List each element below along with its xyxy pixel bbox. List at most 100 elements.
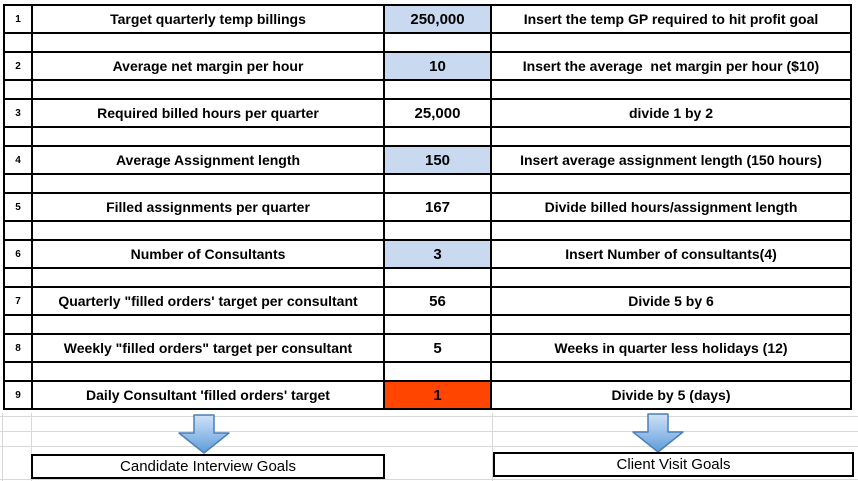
empty-cell[interactable] <box>3 314 33 335</box>
spacer-row <box>3 220 852 241</box>
empty-cell[interactable] <box>383 314 492 335</box>
down-arrow-icon[interactable] <box>632 413 684 453</box>
spacer-row <box>3 173 852 194</box>
value-cell[interactable]: 1 <box>383 380 492 410</box>
empty-cell[interactable] <box>383 220 492 241</box>
table-row: 9 Daily Consultant 'filled orders' targe… <box>3 380 852 410</box>
label-cell[interactable]: Average net margin per hour <box>31 51 385 81</box>
row-number-cell[interactable]: 8 <box>3 333 33 363</box>
table-row: 4 Average Assignment length 150 Insert a… <box>3 145 852 175</box>
value-cell[interactable]: 250,000 <box>383 4 492 34</box>
row-number-cell[interactable]: 9 <box>3 380 33 410</box>
empty-cell[interactable] <box>383 32 492 53</box>
label-cell[interactable]: Required billed hours per quarter <box>31 98 385 128</box>
down-arrow-icon[interactable] <box>178 414 230 454</box>
row-number-cell[interactable]: 3 <box>3 98 33 128</box>
empty-cell[interactable] <box>490 173 852 194</box>
explanation-cell[interactable]: Divide by 5 (days) <box>490 380 852 410</box>
explanation-cell[interactable]: Insert the temp GP required to hit profi… <box>490 4 852 34</box>
empty-cell[interactable] <box>490 267 852 288</box>
empty-cell[interactable] <box>490 220 852 241</box>
empty-cell[interactable] <box>383 79 492 100</box>
value-cell[interactable]: 150 <box>383 145 492 175</box>
candidate-interview-goals-box[interactable]: Candidate Interview Goals <box>31 454 385 479</box>
empty-cell[interactable] <box>490 79 852 100</box>
goal-box-label: Client Visit Goals <box>616 456 731 473</box>
value-cell[interactable]: 3 <box>383 239 492 269</box>
spacer-row <box>3 314 852 335</box>
empty-cell[interactable] <box>3 79 33 100</box>
empty-cell[interactable] <box>383 267 492 288</box>
table-row: 6 Number of Consultants 3 Insert Number … <box>3 239 852 269</box>
table-row: 7 Quarterly "filled orders' target per c… <box>3 286 852 316</box>
empty-cell[interactable] <box>3 361 33 382</box>
empty-cell[interactable] <box>31 361 385 382</box>
empty-cell[interactable] <box>31 267 385 288</box>
table-row: 3 Required billed hours per quarter 25,0… <box>3 98 852 128</box>
empty-cell[interactable] <box>3 173 33 194</box>
explanation-cell[interactable]: Divide 5 by 6 <box>490 286 852 316</box>
gridline <box>31 413 32 481</box>
empty-cell[interactable] <box>31 173 385 194</box>
spacer-row <box>3 267 852 288</box>
empty-cell[interactable] <box>31 314 385 335</box>
table-row: 5 Filled assignments per quarter 167 Div… <box>3 192 852 222</box>
value-cell[interactable]: 167 <box>383 192 492 222</box>
row-number-cell[interactable]: 7 <box>3 286 33 316</box>
empty-cell[interactable] <box>490 32 852 53</box>
explanation-cell[interactable]: Insert the average net margin per hour (… <box>490 51 852 81</box>
row-number-cell[interactable]: 4 <box>3 145 33 175</box>
spreadsheet-table: 1 Target quarterly temp billings 250,000… <box>3 4 852 410</box>
value-cell[interactable]: 56 <box>383 286 492 316</box>
gridline <box>0 416 858 417</box>
empty-cell[interactable] <box>383 173 492 194</box>
table-row: 1 Target quarterly temp billings 250,000… <box>3 4 852 34</box>
empty-cell[interactable] <box>490 361 852 382</box>
label-cell[interactable]: Filled assignments per quarter <box>31 192 385 222</box>
explanation-cell[interactable]: divide 1 by 2 <box>490 98 852 128</box>
value-cell[interactable]: 25,000 <box>383 98 492 128</box>
spacer-row <box>3 32 852 53</box>
spacer-row <box>3 361 852 382</box>
label-cell[interactable]: Weekly "filled orders" target per consul… <box>31 333 385 363</box>
value-cell[interactable]: 10 <box>383 51 492 81</box>
row-number-cell[interactable]: 1 <box>3 4 33 34</box>
label-cell[interactable]: Quarterly "filled orders' target per con… <box>31 286 385 316</box>
value-cell[interactable]: 5 <box>383 333 492 363</box>
label-cell[interactable]: Target quarterly temp billings <box>31 4 385 34</box>
explanation-cell[interactable]: Insert average assignment length (150 ho… <box>490 145 852 175</box>
table-row: 2 Average net margin per hour 10 Insert … <box>3 51 852 81</box>
table-row: 8 Weekly "filled orders" target per cons… <box>3 333 852 363</box>
gridline <box>0 431 858 432</box>
empty-cell[interactable] <box>3 267 33 288</box>
gridline <box>0 446 858 447</box>
empty-cell[interactable] <box>490 126 852 147</box>
spacer-row <box>3 79 852 100</box>
goal-box-label: Candidate Interview Goals <box>120 458 296 475</box>
label-cell[interactable]: Number of Consultants <box>31 239 385 269</box>
gridline <box>2 413 3 481</box>
gridline <box>492 413 493 481</box>
empty-cell[interactable] <box>3 32 33 53</box>
gridline <box>0 479 858 480</box>
label-cell[interactable]: Average Assignment length <box>31 145 385 175</box>
empty-cell[interactable] <box>31 79 385 100</box>
client-visit-goals-box[interactable]: Client Visit Goals <box>493 452 854 477</box>
empty-cell[interactable] <box>31 220 385 241</box>
empty-cell[interactable] <box>383 361 492 382</box>
row-number-cell[interactable]: 2 <box>3 51 33 81</box>
empty-cell[interactable] <box>383 126 492 147</box>
empty-cell[interactable] <box>490 314 852 335</box>
empty-cell[interactable] <box>3 126 33 147</box>
spacer-row <box>3 126 852 147</box>
label-cell[interactable]: Daily Consultant 'filled orders' target <box>31 380 385 410</box>
empty-cell[interactable] <box>31 126 385 147</box>
row-number-cell[interactable]: 6 <box>3 239 33 269</box>
row-number-cell[interactable]: 5 <box>3 192 33 222</box>
explanation-cell[interactable]: Insert Number of consultants(4) <box>490 239 852 269</box>
empty-cell[interactable] <box>3 220 33 241</box>
explanation-cell[interactable]: Divide billed hours/assignment length <box>490 192 852 222</box>
explanation-cell[interactable]: Weeks in quarter less holidays (12) <box>490 333 852 363</box>
empty-cell[interactable] <box>31 32 385 53</box>
